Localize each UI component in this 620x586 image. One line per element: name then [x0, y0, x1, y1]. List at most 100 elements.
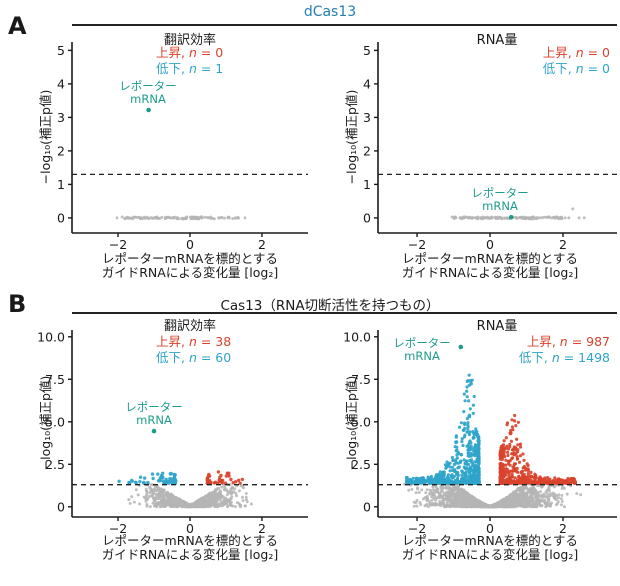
x-tick-label: 2: [258, 237, 266, 252]
legend-down-value: = 0: [583, 61, 610, 76]
y-tick-label: 0: [363, 210, 371, 225]
legend-n-var: n: [575, 45, 584, 60]
subplot-b-left: 0 2.5 5.0 7.5 10.0 −2 0 2: [37, 329, 308, 536]
reporter-label-line1: レポーター: [471, 186, 529, 200]
x-axis-label-line1: レポーターmRNAを標的とする: [402, 251, 578, 266]
legend-up-count: 上昇, n = 38: [156, 334, 231, 350]
y-tick-label: 0: [363, 499, 371, 514]
reporter-mrna-point: [508, 215, 514, 220]
subplot-a-left: 0 1 2 3 4 5 −2 0 2: [57, 42, 308, 252]
legend-up-value: = 0: [196, 45, 224, 60]
subplot-title-b-left: 翻訳効率: [163, 319, 216, 334]
x-axis-label-b-left: レポーターmRNAを標的とする ガイドRNAによる変化量 [log₂]: [65, 534, 315, 562]
reporter-label-line1: レポーター: [125, 400, 183, 414]
panel-b-header-rule: [72, 312, 617, 314]
reporter-label-line2: mRNA: [130, 92, 166, 106]
y-tick-label: 5.0: [45, 414, 65, 429]
points-b-right: [403, 373, 583, 509]
reporter-annotation-a-left: レポーター mRNA: [88, 80, 208, 106]
reporter-label-line2: mRNA: [136, 413, 172, 427]
y-tick-label: 1: [363, 177, 371, 192]
legend-down-label: 低下,: [156, 350, 189, 365]
legend-down-label: 低下,: [542, 61, 576, 76]
panel-a-header: dCas13: [303, 4, 357, 20]
x-tick-label: 0: [186, 237, 194, 252]
y-tick-label: 2: [57, 143, 65, 158]
legend-a-left: 上昇, n = 0 低下, n = 1: [156, 45, 223, 77]
x-axis-label-line1: レポーターmRNAを標的とする: [102, 251, 278, 266]
legend-down-value: = 60: [196, 350, 232, 365]
y-tick-label: 0: [57, 210, 65, 225]
legend-down-value: = 1: [196, 61, 224, 76]
panel-a-label: A: [8, 12, 27, 40]
points-b-left: [117, 470, 253, 509]
axes-b-left: 0 2.5 5.0 7.5 10.0 −2 0 2: [37, 329, 308, 536]
y-tick-label: 2.5: [351, 457, 371, 472]
subplot-title-a-right: RNA量: [476, 33, 518, 48]
x-tick-label: 0: [486, 521, 494, 536]
y-tick-label: 2: [363, 143, 371, 158]
reporter-label-line2: mRNA: [404, 349, 440, 363]
legend-up-count: 上昇, n = 0: [156, 45, 223, 61]
legend-up-count: 上昇, n = 0: [458, 45, 610, 61]
legend-down-label: 低下,: [518, 350, 552, 365]
x-axis-label-b-right: レポーターmRNAを標的とする ガイドRNAによる変化量 [log₂]: [365, 534, 615, 562]
x-tick-label: 0: [486, 237, 494, 252]
legend-down-count: 低下, n = 60: [156, 350, 231, 366]
reporter-mrna-point: [151, 428, 157, 434]
reporter-label-line2: mRNA: [482, 199, 518, 213]
reporter-mrna-point: [458, 344, 464, 350]
legend-n-var: n: [575, 61, 584, 76]
y-tick-label: 5: [57, 43, 65, 58]
legend-a-right: 上昇, n = 0 低下, n = 0: [458, 45, 610, 77]
x-axis-label-a-left: レポーターmRNAを標的とする ガイドRNAによる変化量 [log₂]: [65, 252, 315, 280]
y-tick-label: 7.5: [351, 372, 371, 387]
reporter-annotation-a-right: レポーター mRNA: [440, 187, 560, 213]
x-tick-label: 2: [559, 521, 567, 536]
axes-b-right: 0 2.5 5.0 7.5 10.0 −2 0 2: [343, 329, 617, 536]
points-a-right: [450, 207, 586, 221]
x-axis-label-line2: ガイドRNAによる変化量 [log₂]: [401, 547, 579, 562]
legend-down-count: 低下, n = 1: [156, 61, 223, 77]
reporter-annotation-b-right: レポーター mRNA: [362, 337, 482, 363]
x-tick-label: −2: [109, 237, 127, 252]
x-axis-label-line1: レポーターmRNAを標的とする: [402, 533, 578, 548]
x-tick-label: −2: [408, 237, 426, 252]
y-tick-label: 4: [363, 76, 371, 91]
y-axis-label-a-right: −log₁₀(補正p値): [344, 89, 359, 185]
subplot-a-right: 0 1 2 3 4 5 −2 0 2: [363, 42, 617, 252]
x-tick-label: −2: [109, 521, 127, 536]
y-tick-label: 5: [363, 43, 371, 58]
x-axis-label-line2: ガイドRNAによる変化量 [log₂]: [401, 265, 579, 280]
legend-down-label: 低下,: [156, 61, 189, 76]
legend-up-value: = 0: [583, 45, 610, 60]
legend-up-label: 上昇,: [156, 334, 189, 349]
y-tick-label: 10.0: [37, 329, 65, 344]
y-tick-label: 1: [57, 177, 65, 192]
subplot-title-b-right: RNA量: [476, 319, 518, 334]
panel-b-header: Cas13（RNA切断活性を持つもの）: [220, 298, 440, 314]
y-tick-label: 10.0: [343, 329, 371, 344]
y-axis-label-a-left: −log₁₀(補正p値): [38, 89, 53, 185]
y-tick-label: 4: [57, 76, 65, 91]
subplot-title-a-left: 翻訳効率: [163, 33, 216, 48]
x-tick-label: 2: [559, 237, 567, 252]
legend-n-var: n: [188, 334, 197, 349]
legend-n-var: n: [551, 350, 560, 365]
x-axis-label-line2: ガイドRNAによる変化量 [log₂]: [101, 547, 279, 562]
legend-n-var: n: [559, 334, 568, 349]
legend-up-label: 上昇,: [156, 45, 189, 60]
legend-n-var: n: [188, 45, 197, 60]
y-axis-label-b-right: −log₁₀(補正p値): [344, 375, 359, 471]
legend-n-var: n: [188, 61, 197, 76]
legend-down-count: 低下, n = 1498: [458, 350, 610, 366]
y-tick-label: 3: [57, 110, 65, 125]
panel-b-label: B: [8, 290, 27, 318]
legend-down-value: = 1498: [559, 350, 610, 365]
panel-a-header-rule: [72, 24, 617, 26]
x-tick-label: 2: [258, 521, 266, 536]
reporter-label-line1: レポーター: [119, 79, 177, 93]
legend-up-value: = 38: [196, 334, 232, 349]
legend-up-count: 上昇, n = 987: [458, 334, 610, 350]
